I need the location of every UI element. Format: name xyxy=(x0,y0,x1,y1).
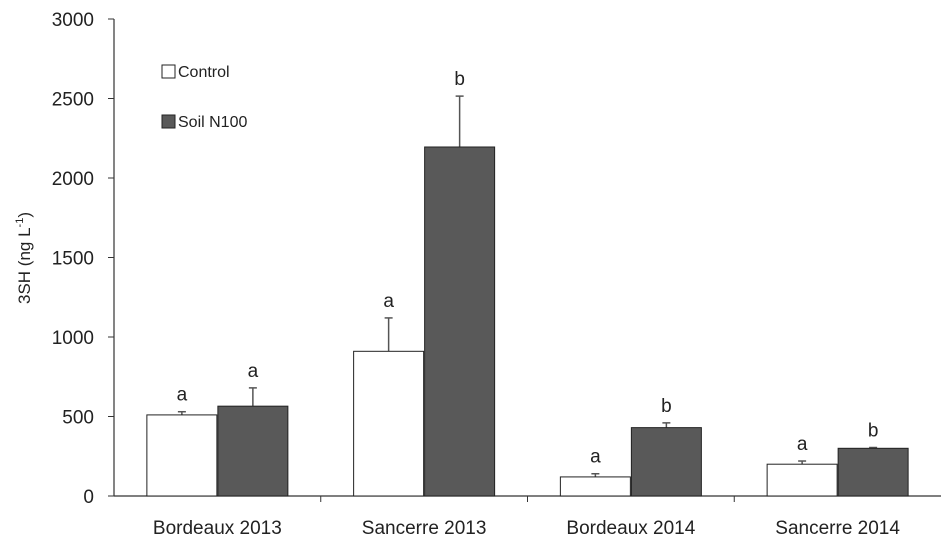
y-axis-title-close: ) xyxy=(15,212,34,218)
y-axis-title-superscript: -1 xyxy=(14,218,26,228)
y-tick-label: 500 xyxy=(62,408,94,429)
legend-label-control: Control xyxy=(178,64,230,81)
y-axis-title-main: 3SH (ng L xyxy=(15,227,34,304)
bars: a a a b a b a b xyxy=(146,69,909,497)
legend-swatch-control xyxy=(161,64,176,79)
significance-label: a xyxy=(177,385,188,406)
x-category-label: Bordeaux 2014 xyxy=(566,518,695,539)
legend-label-soil-n100: Soil N100 xyxy=(178,114,247,131)
y-tick-label: 0 xyxy=(83,487,94,508)
significance-label: b xyxy=(661,396,672,417)
bar-control xyxy=(353,350,425,497)
significance-label: a xyxy=(590,447,601,468)
bar-control xyxy=(559,476,631,497)
y-axis-title: 3SH (ng L-1) xyxy=(14,212,34,304)
legend-swatch-soil-n100 xyxy=(161,114,176,129)
bar-soil-n100 xyxy=(630,427,702,497)
x-category-label: Bordeaux 2013 xyxy=(153,518,282,539)
bar-soil-n100 xyxy=(424,146,496,497)
significance-label: a xyxy=(383,291,394,312)
y-tick-label: 1500 xyxy=(52,249,94,270)
y-tick-label: 3000 xyxy=(52,10,94,31)
y-tick-label: 2000 xyxy=(52,169,94,190)
y-tick-label: 1000 xyxy=(52,328,94,349)
significance-label: a xyxy=(797,434,808,455)
legend: Control Soil N100 xyxy=(161,64,247,131)
bar-control xyxy=(146,414,218,497)
x-axis: Bordeaux 2013 Sancerre 2013 Bordeaux 2014 S… xyxy=(114,495,941,539)
significance-label: b xyxy=(868,421,879,442)
y-axis: 0 500 1000 1500 2000 2500 3000 xyxy=(52,10,115,508)
y-tick-label: 2500 xyxy=(52,90,94,111)
bar-control xyxy=(766,463,838,497)
bar-soil-n100 xyxy=(837,447,909,497)
x-category-label: Sancerre 2013 xyxy=(362,518,487,539)
significance-label: a xyxy=(248,361,259,382)
bar-soil-n100 xyxy=(217,405,289,497)
significance-label: b xyxy=(454,69,465,90)
x-category-label: Sancerre 2014 xyxy=(775,518,900,539)
